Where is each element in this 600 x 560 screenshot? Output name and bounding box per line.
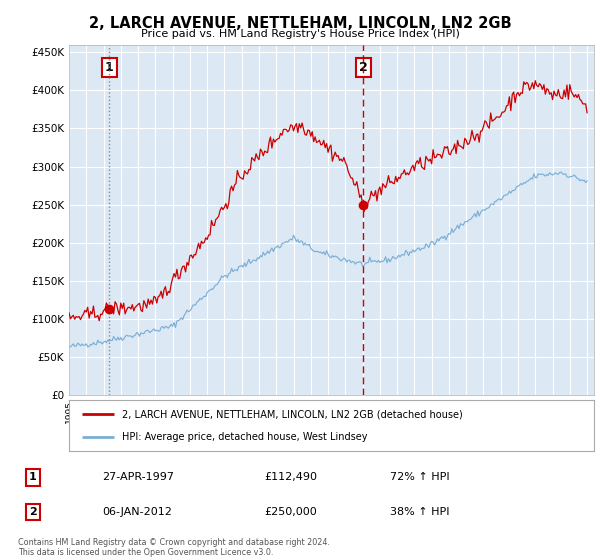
Text: 2, LARCH AVENUE, NETTLEHAM, LINCOLN, LN2 2GB (detached house): 2, LARCH AVENUE, NETTLEHAM, LINCOLN, LN2… (121, 409, 462, 419)
Text: 27-APR-1997: 27-APR-1997 (102, 473, 174, 482)
Text: HPI: Average price, detached house, West Lindsey: HPI: Average price, detached house, West… (121, 432, 367, 442)
Text: 38% ↑ HPI: 38% ↑ HPI (390, 507, 449, 517)
Text: £112,490: £112,490 (264, 473, 317, 482)
Text: 2: 2 (29, 507, 37, 517)
Text: 2, LARCH AVENUE, NETTLEHAM, LINCOLN, LN2 2GB: 2, LARCH AVENUE, NETTLEHAM, LINCOLN, LN2… (89, 16, 511, 31)
Text: 2: 2 (359, 61, 368, 74)
Text: 1: 1 (29, 473, 37, 482)
Text: 06-JAN-2012: 06-JAN-2012 (102, 507, 172, 517)
Text: 72% ↑ HPI: 72% ↑ HPI (390, 473, 449, 482)
Text: Contains HM Land Registry data © Crown copyright and database right 2024.
This d: Contains HM Land Registry data © Crown c… (18, 538, 330, 557)
Text: 1: 1 (104, 61, 113, 74)
Text: £250,000: £250,000 (264, 507, 317, 517)
Text: Price paid vs. HM Land Registry's House Price Index (HPI): Price paid vs. HM Land Registry's House … (140, 29, 460, 39)
